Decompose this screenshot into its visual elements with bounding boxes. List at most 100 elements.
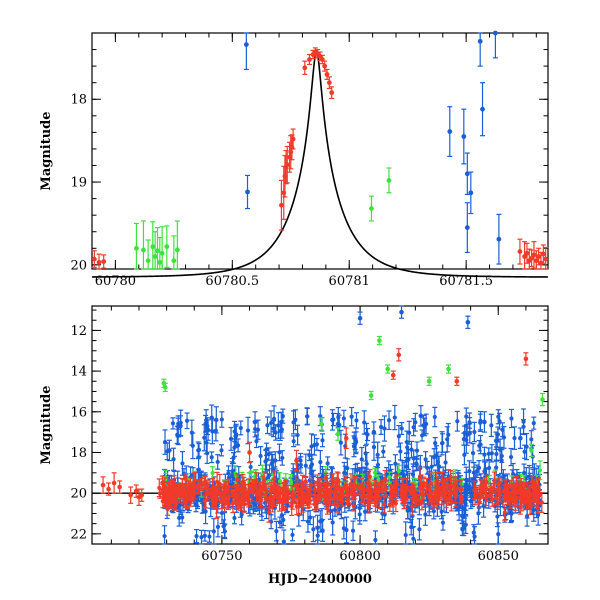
data-point [305,510,311,533]
data-point [472,526,478,545]
point-marker [471,530,476,535]
point-marker [426,478,431,483]
data-point [461,108,467,165]
point-marker [290,136,296,142]
point-marker [512,436,517,441]
data-point [194,528,200,544]
data-point [258,446,264,467]
data-point [386,410,392,431]
top-panel-ticks: 60780 60780.5 60781 60781.5 18 19 20 [70,33,548,289]
y-tick-label: 20 [70,258,87,273]
point-marker [167,448,172,453]
point-marker [174,247,180,253]
point-marker [307,57,312,62]
point-marker [215,524,221,529]
point-marker [329,90,335,96]
point-marker [411,425,416,430]
point-marker [164,244,170,250]
point-marker [396,434,401,439]
data-point [171,447,177,471]
data-point [492,30,498,59]
point-marker [426,378,432,384]
point-marker [461,526,466,531]
point-marker [464,225,470,230]
x-tick-label: 60800 [339,549,380,564]
data-point [201,424,207,452]
data-point [454,410,460,432]
point-marker [204,440,209,445]
point-marker [210,429,215,434]
data-point [329,86,335,100]
data-point [222,523,228,540]
data-point [353,412,359,429]
data-point [368,390,374,401]
data-point [372,530,378,545]
point-marker [245,428,251,433]
data-point [145,239,151,270]
data-point [386,167,392,194]
y-tick-label: 16 [70,405,87,420]
point-marker [482,452,487,457]
data-point [320,433,326,448]
point-marker [196,447,202,453]
point-marker [529,448,534,453]
data-point [378,419,384,436]
point-marker [468,190,474,196]
point-marker [134,245,139,251]
data-point [359,446,365,472]
point-marker [405,508,410,513]
data-point [307,509,313,526]
x-tick-label: 60780 [95,274,136,289]
point-marker [536,512,541,517]
point-marker [385,366,391,372]
point-marker [280,455,285,461]
point-marker [432,414,437,420]
point-marker [494,451,499,457]
point-marker [476,465,482,470]
point-marker [461,134,467,139]
point-marker [365,432,370,437]
data-point [365,427,371,442]
point-marker [215,459,220,465]
point-marker [378,424,384,430]
point-marker [155,248,160,254]
point-marker [266,451,271,457]
data-point [322,60,328,72]
point-marker [423,512,428,517]
x-tick-label: 60850 [478,549,519,564]
data-point [344,516,350,544]
point-marker [518,435,523,441]
y-tick-label: 12 [70,324,87,339]
point-marker [274,529,279,534]
point-marker [245,189,250,195]
data-point [278,179,284,231]
point-marker [467,469,472,474]
data-point [418,405,424,427]
data-point [496,213,502,265]
data-point [310,516,316,543]
top-data-points [91,30,549,270]
data-point [481,411,487,433]
point-marker [271,416,277,421]
point-marker [205,451,210,456]
data-point [426,376,432,386]
point-marker [482,469,487,474]
point-marker [508,454,514,460]
point-marker [319,421,324,427]
point-marker [477,443,482,448]
data-point [465,315,471,329]
y-tick-label: 18 [70,93,87,108]
data-point [91,250,97,268]
point-marker [440,440,445,446]
point-marker [189,430,194,435]
point-marker [531,252,537,258]
point-marker [480,106,485,112]
point-marker [489,423,494,428]
point-marker [281,539,286,544]
data-point [101,254,107,269]
data-point [404,430,410,454]
data-point [184,412,190,430]
data-point [399,421,405,436]
data-point [211,518,217,545]
